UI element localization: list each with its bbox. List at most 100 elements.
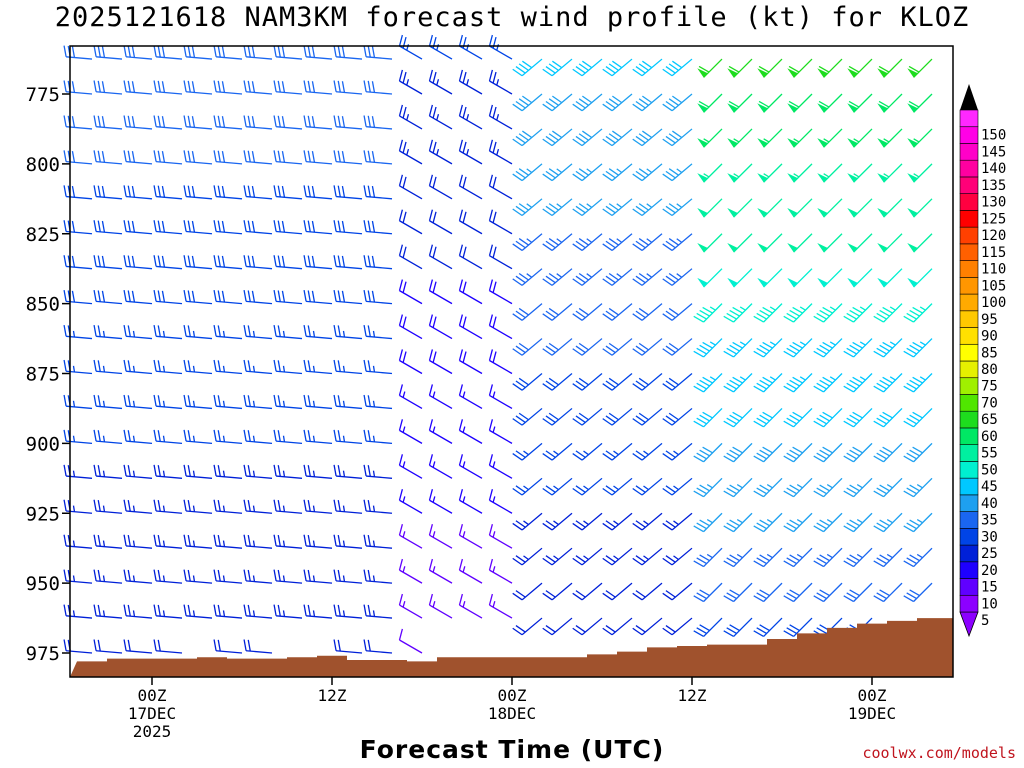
wind-barb xyxy=(243,359,273,375)
wind-barb xyxy=(333,569,363,584)
wind-barb xyxy=(303,534,333,549)
wind-barb xyxy=(662,268,693,286)
wind-barb xyxy=(488,489,513,514)
wind-barb xyxy=(697,198,723,218)
wind-barb xyxy=(93,394,123,410)
wind-barb xyxy=(333,220,363,235)
wind-barb xyxy=(63,604,93,619)
wind-barb xyxy=(398,419,423,444)
wind-barb xyxy=(512,442,543,461)
wind-barb xyxy=(572,268,603,286)
wind-barb xyxy=(123,499,153,514)
wind-barb xyxy=(488,139,513,165)
wind-barb xyxy=(602,233,633,251)
colorbar-swatch xyxy=(959,528,979,546)
wind-barb xyxy=(542,268,573,286)
wind-barb xyxy=(693,582,723,603)
wind-barb xyxy=(333,185,363,200)
colorbar-swatch xyxy=(959,544,979,563)
wind-barb xyxy=(873,442,903,463)
wind-barb xyxy=(183,464,213,479)
wind-barb xyxy=(213,255,243,270)
wind-barb xyxy=(813,512,843,533)
y-tick-label: 875 xyxy=(26,364,60,386)
wind-barb xyxy=(123,569,153,584)
wind-barb xyxy=(697,128,723,148)
wind-barb xyxy=(63,150,93,165)
wind-barb xyxy=(632,547,663,566)
wind-barb xyxy=(153,185,183,200)
wind-barb xyxy=(847,198,873,218)
wind-barb xyxy=(488,314,513,340)
wind-barb xyxy=(363,639,393,654)
wind-barb xyxy=(63,429,93,445)
colorbar-label: 5 xyxy=(981,613,989,629)
wind-barb xyxy=(512,268,543,286)
wind-barb xyxy=(63,359,93,375)
colorbar-swatch xyxy=(959,377,979,395)
wind-barb xyxy=(273,185,303,200)
wind-barb xyxy=(542,338,573,356)
wind-barb xyxy=(458,349,483,375)
wind-barb xyxy=(243,255,273,270)
wind-barb xyxy=(727,128,753,148)
wind-barb xyxy=(213,394,243,410)
wind-barb xyxy=(213,569,243,584)
wind-barb xyxy=(153,220,183,235)
wind-barb xyxy=(572,617,603,636)
wind-barb xyxy=(153,290,183,305)
wind-barb xyxy=(903,547,933,568)
wind-barb xyxy=(512,547,543,566)
wind-barb xyxy=(123,185,153,200)
wind-barb xyxy=(813,477,843,498)
wind-barb xyxy=(632,58,663,77)
wind-barb xyxy=(63,639,93,654)
wind-barb xyxy=(907,58,933,78)
wind-barb xyxy=(572,163,603,182)
wind-barb xyxy=(428,593,453,619)
wind-barb xyxy=(632,128,663,147)
wind-barb xyxy=(787,128,813,148)
wind-barb xyxy=(572,477,603,496)
wind-barb xyxy=(873,407,903,428)
wind-barb xyxy=(123,464,153,479)
wind-barb xyxy=(662,582,693,601)
wind-barb xyxy=(398,558,423,584)
wind-barb xyxy=(303,324,333,340)
wind-barb xyxy=(458,419,483,444)
wind-barb xyxy=(273,429,303,445)
wind-barb xyxy=(213,290,243,305)
y-tick-label: 900 xyxy=(26,433,60,455)
colorbar-label: 105 xyxy=(981,278,1006,294)
wind-barb xyxy=(813,582,843,603)
wind-barb xyxy=(873,373,903,393)
wind-barb xyxy=(662,442,693,461)
colorbar: 5101520253035404550556065707580859095100… xyxy=(959,84,1006,638)
wind-barb xyxy=(243,80,273,95)
wind-barb xyxy=(93,115,123,130)
wind-barb xyxy=(243,45,273,60)
wind-barb xyxy=(243,324,273,340)
wind-barb xyxy=(93,359,123,375)
wind-barb xyxy=(693,442,723,463)
wind-barb xyxy=(632,163,663,182)
wind-barb xyxy=(153,324,183,340)
wind-barb xyxy=(488,419,513,444)
wind-barb xyxy=(243,220,273,235)
wind-barb xyxy=(458,489,483,514)
wind-barb xyxy=(63,464,93,479)
wind-barb xyxy=(903,407,933,428)
wind-barb xyxy=(723,617,753,638)
colorbar-swatch xyxy=(959,243,979,261)
colorbar-swatch xyxy=(959,511,979,529)
wind-barb xyxy=(727,163,753,183)
wind-barb xyxy=(303,394,333,410)
x-tick-label: 19DEC xyxy=(848,704,896,723)
wind-barb xyxy=(757,128,783,148)
wind-barb xyxy=(333,324,363,340)
wind-barb xyxy=(333,499,363,514)
wind-barb xyxy=(363,45,393,60)
wind-barb xyxy=(363,534,393,549)
wind-barb xyxy=(542,407,573,426)
wind-barb xyxy=(213,185,243,200)
